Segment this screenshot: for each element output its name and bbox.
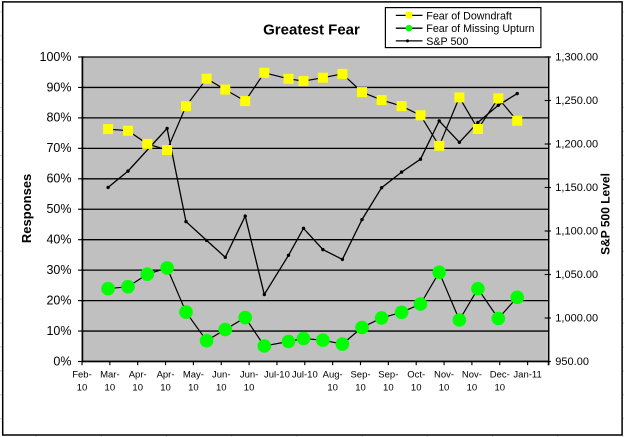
svg-text:90%: 90% <box>46 80 71 94</box>
svg-text:1,200.00: 1,200.00 <box>555 139 598 151</box>
svg-text:Dec-: Dec- <box>490 370 510 381</box>
svg-text:Mar-: Mar- <box>100 370 120 381</box>
svg-text:10: 10 <box>188 383 199 394</box>
svg-text:10: 10 <box>383 383 394 394</box>
svg-text:70%: 70% <box>46 141 71 155</box>
svg-text:Fear of Downdraft: Fear of Downdraft <box>426 10 512 22</box>
svg-text:80%: 80% <box>46 111 71 125</box>
svg-text:S&P 500: S&P 500 <box>426 36 468 48</box>
svg-text:1,300.00: 1,300.00 <box>555 52 598 64</box>
svg-text:Jul-10: Jul-10 <box>264 370 290 381</box>
svg-text:Jan-11: Jan-11 <box>513 370 541 381</box>
svg-text:Jun-: Jun- <box>212 370 230 381</box>
svg-text:Responses: Responses <box>19 174 34 243</box>
svg-text:Aug-: Aug- <box>323 370 343 381</box>
svg-text:Nov-: Nov- <box>434 370 454 381</box>
svg-text:May-: May- <box>183 370 204 381</box>
svg-text:10: 10 <box>132 383 143 394</box>
svg-text:10: 10 <box>160 383 171 394</box>
svg-text:1,000.00: 1,000.00 <box>555 313 598 325</box>
svg-text:10: 10 <box>494 383 505 394</box>
svg-text:10: 10 <box>411 383 422 394</box>
svg-text:1,050.00: 1,050.00 <box>555 269 598 281</box>
svg-text:60%: 60% <box>46 172 71 186</box>
svg-text:10: 10 <box>355 383 366 394</box>
svg-text:10: 10 <box>439 383 450 394</box>
svg-text:Jun-: Jun- <box>240 370 258 381</box>
svg-text:10: 10 <box>327 383 338 394</box>
svg-text:Feb-: Feb- <box>72 370 92 381</box>
svg-text:50%: 50% <box>46 202 71 216</box>
svg-text:1,100.00: 1,100.00 <box>555 226 598 238</box>
svg-text:30%: 30% <box>46 263 71 277</box>
svg-text:10: 10 <box>216 383 227 394</box>
svg-text:Apr-: Apr- <box>157 370 175 381</box>
svg-text:1,150.00: 1,150.00 <box>555 182 598 194</box>
svg-text:20%: 20% <box>46 293 71 307</box>
svg-text:100%: 100% <box>40 50 72 64</box>
svg-text:Oct-: Oct- <box>407 370 425 381</box>
svg-text:10: 10 <box>244 383 255 394</box>
svg-text:Greatest Fear: Greatest Fear <box>263 22 360 39</box>
svg-text:S&P 500 Level: S&P 500 Level <box>599 173 613 255</box>
svg-text:0%: 0% <box>53 354 71 368</box>
svg-text:Nov-: Nov- <box>462 370 482 381</box>
svg-text:1,250.00: 1,250.00 <box>555 95 598 107</box>
svg-text:Jul-10: Jul-10 <box>292 370 318 381</box>
svg-text:Fear of Missing Upturn: Fear of Missing Upturn <box>426 23 534 35</box>
svg-text:950.00: 950.00 <box>555 356 589 368</box>
svg-text:Apr-: Apr- <box>129 370 147 381</box>
svg-text:10: 10 <box>467 383 478 394</box>
svg-text:Sep-: Sep- <box>378 370 398 381</box>
svg-text:Sep-: Sep- <box>350 370 370 381</box>
svg-text:40%: 40% <box>46 233 71 247</box>
svg-text:10: 10 <box>105 383 116 394</box>
svg-text:10: 10 <box>77 383 88 394</box>
svg-text:10%: 10% <box>46 324 71 338</box>
